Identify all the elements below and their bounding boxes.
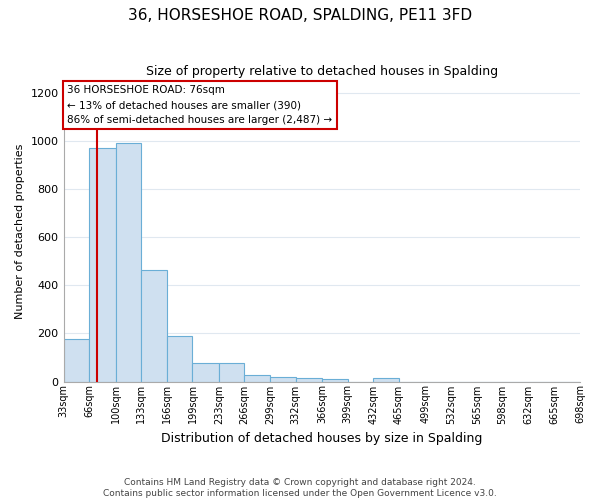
Text: 36, HORSESHOE ROAD, SPALDING, PE11 3FD: 36, HORSESHOE ROAD, SPALDING, PE11 3FD [128,8,472,22]
Bar [116,143,141,382]
Bar [373,378,399,382]
Y-axis label: Number of detached properties: Number of detached properties [15,144,25,318]
Text: Contains HM Land Registry data © Crown copyright and database right 2024.
Contai: Contains HM Land Registry data © Crown c… [103,478,497,498]
Bar [296,378,322,382]
Bar [89,148,116,382]
Bar [219,364,244,382]
Bar [244,376,270,382]
Bar [167,336,193,382]
Bar [270,376,296,382]
Bar [64,340,89,382]
Bar [141,270,167,382]
Text: 36 HORSESHOE ROAD: 76sqm
← 13% of detached houses are smaller (390)
86% of semi-: 36 HORSESHOE ROAD: 76sqm ← 13% of detach… [67,86,332,125]
Bar [322,379,348,382]
Title: Size of property relative to detached houses in Spalding: Size of property relative to detached ho… [146,65,498,78]
Bar [193,364,219,382]
X-axis label: Distribution of detached houses by size in Spalding: Distribution of detached houses by size … [161,432,482,445]
